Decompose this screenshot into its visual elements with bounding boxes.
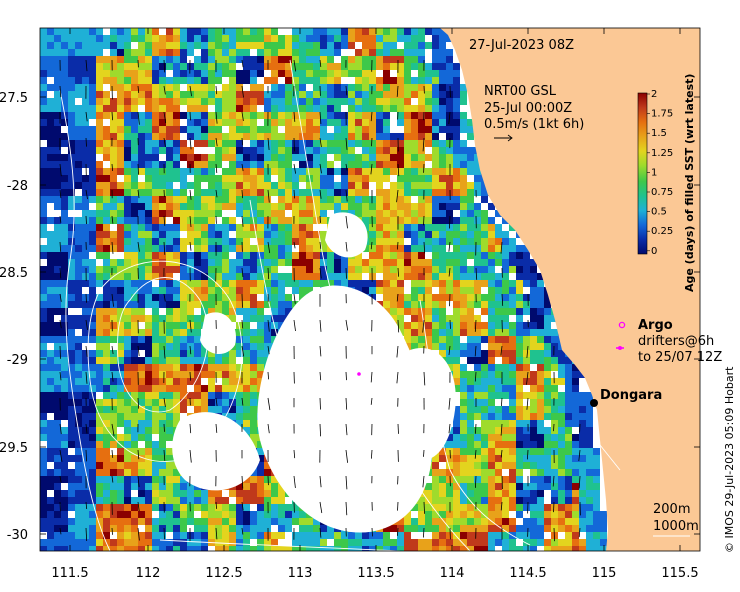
- colorbar-label: 1: [651, 167, 657, 178]
- dongara-marker-icon: [590, 399, 598, 407]
- land-mass: [440, 28, 700, 551]
- drifters-label-line2: to 25/07 12Z: [638, 350, 722, 365]
- imos-credit: © IMOS 29-Jul-2023 05:09 Hobart: [723, 366, 736, 553]
- no-data-patches: [172, 212, 456, 533]
- x-tick-label: 114.5: [509, 566, 546, 581]
- colorbar-label: 1.75: [651, 109, 673, 120]
- y-tick-label: -30: [7, 528, 28, 543]
- colorbar-label: 0: [651, 246, 657, 257]
- y-tick-label: -28.5: [0, 266, 28, 281]
- y-tick-label: -28: [7, 179, 28, 194]
- current-scale-arrow: [494, 134, 513, 142]
- drifters-label-line1: drifters@6h: [638, 334, 714, 349]
- colorbar-gradient: [637, 92, 648, 255]
- colorbar-title: Age (days) of filled SST (wrt latest): [683, 74, 696, 292]
- colorbar-label: 1.5: [651, 128, 667, 139]
- argo-label: Argo: [638, 318, 673, 333]
- x-tick-label: 115: [592, 566, 617, 581]
- current-scale-label: 0.5m/s (1kt 6h): [484, 117, 584, 132]
- x-tick-label: 111.5: [51, 566, 88, 581]
- plot-frame: [39, 27, 701, 552]
- map-timestamp: 27-Jul-2023 08Z: [469, 38, 574, 53]
- dongara-label: Dongara: [600, 388, 662, 403]
- argo-marker-icon: [618, 321, 626, 329]
- y-tick-label: -29: [7, 353, 28, 368]
- x-axis: 111.5 112 112.5 113 113.5 114 114.5 115 115.5: [51, 28, 699, 581]
- depth-200-label: 200m: [653, 502, 690, 517]
- colorbar: 2 1.75 1.5 1.25 1 0.75 0.5 0.25 0 Age (days) of …: [637, 74, 696, 292]
- x-tick-label: 114: [440, 566, 465, 581]
- colorbar-label: 2: [651, 89, 657, 100]
- current-product-title: NRT00 GSL: [484, 84, 557, 99]
- drifter-point: [357, 372, 361, 376]
- x-tick-label: 112: [136, 566, 161, 581]
- y-tick-label: -29.5: [0, 441, 28, 456]
- colorbar-label: 0.5: [651, 207, 667, 218]
- depth-1000-label: 1000m: [653, 519, 699, 534]
- y-axis: -27.5 -28 -28.5 -29 -29.5 -30: [0, 91, 700, 543]
- x-tick-label: 113.5: [357, 566, 394, 581]
- drifter-marker-icon: [616, 346, 624, 350]
- colorbar-label: 0.75: [651, 187, 673, 198]
- colorbar-label: 1.25: [651, 148, 673, 159]
- x-tick-label: 112.5: [205, 566, 242, 581]
- y-tick-label: -27.5: [0, 91, 28, 106]
- bathymetry-contours: [59, 59, 621, 551]
- x-tick-label: 113: [288, 566, 313, 581]
- x-tick-label: 115.5: [661, 566, 698, 581]
- current-vectors: [59, 59, 581, 542]
- colorbar-label: 0.25: [651, 226, 673, 237]
- current-product-time: 25-Jul 00:00Z: [484, 101, 572, 116]
